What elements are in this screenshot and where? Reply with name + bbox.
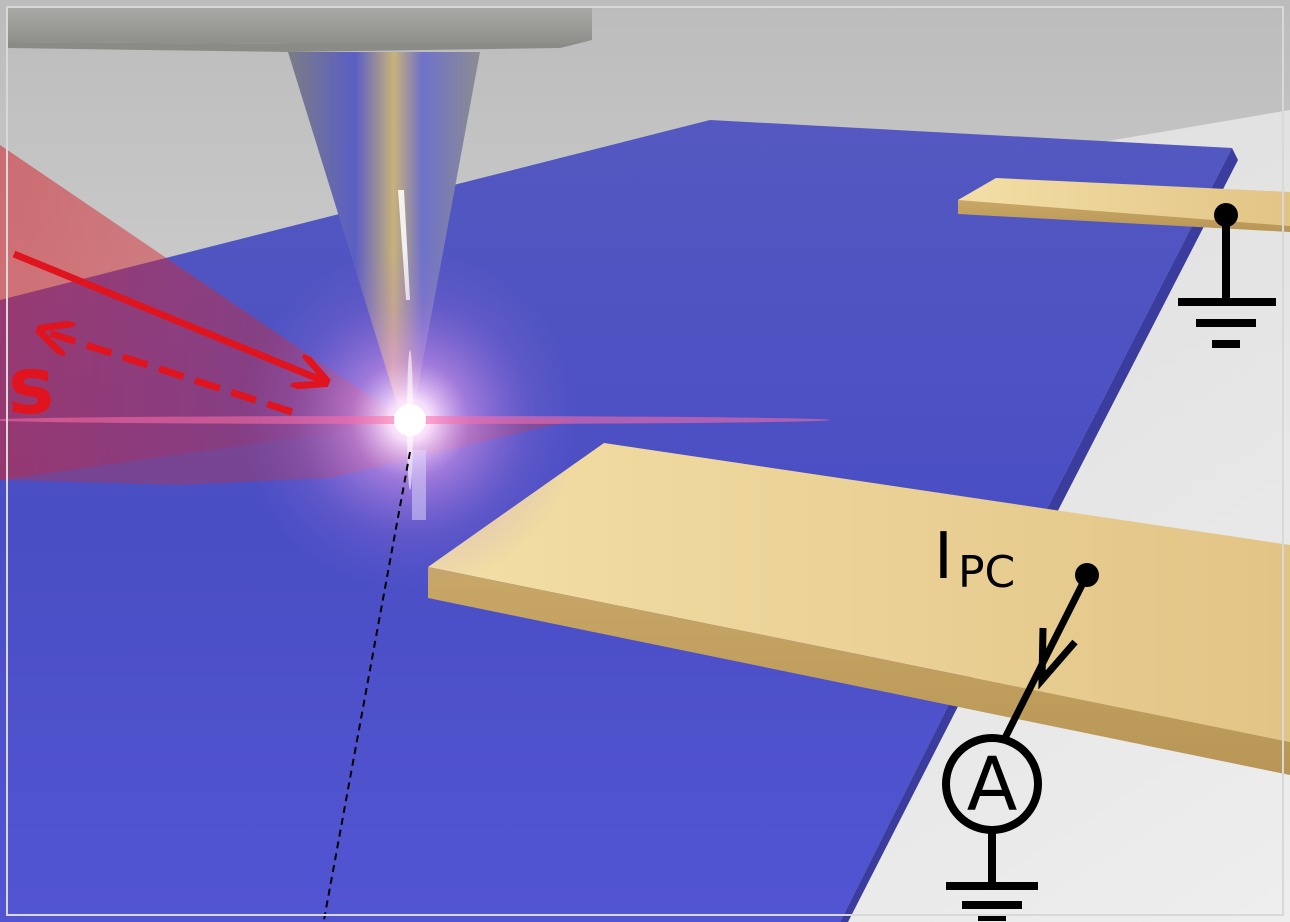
upper-ground-icon — [1178, 298, 1276, 348]
tip-reflection — [412, 450, 426, 520]
signal-label: s — [8, 342, 54, 432]
upper-electrode-side — [958, 200, 1290, 232]
current-symbol: I — [934, 520, 953, 594]
lower-electrode-top — [428, 443, 1290, 742]
cantilever — [8, 8, 592, 44]
afm-tip — [288, 52, 480, 420]
lower-ground-icon — [946, 882, 1038, 921]
lower-electrode-side — [428, 567, 1290, 775]
current-direction-arrow — [1038, 627, 1078, 690]
upper-ground-circuit — [1178, 203, 1276, 348]
image-frame — [6, 6, 1284, 916]
photocurrent-circuit: I PC A — [934, 520, 1099, 921]
incident-laser-arrow — [12, 250, 326, 382]
cantilever-underside — [8, 40, 592, 52]
tip-projection-line — [323, 451, 411, 921]
ammeter-label: A — [967, 742, 1018, 828]
current-subscript: PC — [958, 547, 1015, 598]
scattered-signal-arrow — [40, 330, 294, 416]
glow-core — [394, 404, 426, 436]
